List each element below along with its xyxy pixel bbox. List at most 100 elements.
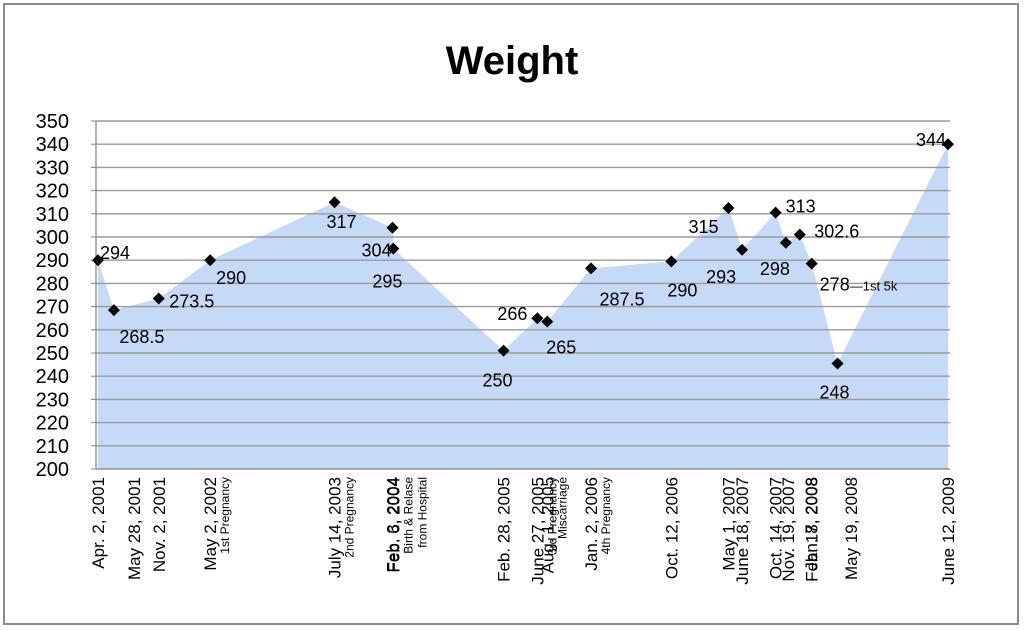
data-point — [204, 254, 217, 267]
x-tick-label: June 27, 2005 — [528, 477, 547, 585]
data-point — [831, 357, 844, 370]
data-markers — [92, 138, 954, 370]
data-label: 298 — [760, 259, 790, 279]
x-tick-label: Jan. 2, 2006 — [582, 477, 601, 571]
y-tick-label: 250 — [36, 343, 69, 365]
y-tick-label: 320 — [36, 181, 69, 203]
x-tick-group: Apr. 2, 2001 — [89, 477, 108, 569]
data-point — [736, 243, 749, 256]
data-label: 266 — [497, 304, 527, 324]
data-point — [541, 315, 554, 328]
data-point — [779, 236, 792, 249]
data-label: 313 — [786, 197, 816, 217]
x-tick-label: Feb. 18, 2008 — [803, 477, 822, 582]
x-tick-label: Feb. 6, 2004 — [384, 477, 403, 572]
data-label: 293 — [706, 267, 736, 287]
x-tick-label: Apr. 2, 2001 — [89, 477, 108, 569]
data-point — [793, 228, 806, 241]
data-label: 302.6 — [814, 222, 859, 242]
y-tick-label: 280 — [36, 273, 69, 295]
y-tick-labels: 2002102202302402502602702802903003103203… — [36, 111, 69, 481]
x-tick-labels: Apr. 2, 2001 May 28, 2001 Nov. 2, 2001 May … — [89, 477, 958, 585]
data-point — [328, 196, 341, 209]
data-point — [665, 255, 678, 268]
data-point — [497, 344, 510, 357]
y-tick-label: 210 — [36, 436, 69, 458]
data-label: 250 — [483, 371, 513, 391]
y-tick-label: 290 — [36, 250, 69, 272]
y-tick-label: 330 — [36, 157, 69, 179]
y-tick-label: 200 — [36, 459, 69, 481]
data-label: 295 — [372, 272, 402, 292]
x-tick-note: 1st Pregnancy — [218, 477, 232, 554]
data-point — [387, 242, 400, 255]
x-tick-label: Aug. 1, 2005 — [538, 477, 557, 573]
x-tick-label: May 28, 2001 — [125, 477, 144, 580]
y-tick-label: 350 — [36, 111, 69, 133]
y-tick-label: 240 — [36, 366, 69, 388]
x-tick-note: 2nd Pregnancy — [343, 477, 357, 558]
x-tick-label: June 12, 2009 — [939, 477, 958, 585]
data-label: 290 — [667, 280, 697, 300]
y-tick-label: 260 — [36, 320, 69, 342]
x-tick-label: Oct. 14, 2007 — [767, 477, 786, 579]
x-tick-note: from Hospital — [415, 477, 429, 548]
y-tick-label: 230 — [36, 389, 69, 411]
x-tick-group: Oct. 12, 2006 — [662, 477, 681, 579]
x-tick-note: Miscarriage — [555, 477, 569, 539]
data-label: 294 — [100, 243, 130, 263]
x-tick-label: May 19, 2008 — [842, 477, 861, 580]
x-tick-label: May 2, 2002 — [201, 477, 220, 571]
data-point — [942, 138, 954, 151]
y-tick-label: 220 — [36, 413, 69, 435]
x-tick-note: Birth & Relase — [401, 477, 415, 554]
x-tick-label: Nov. 2, 2001 — [150, 477, 169, 572]
data-point — [107, 304, 120, 317]
x-tick-label: Feb. 28, 2005 — [495, 477, 514, 582]
x-tick-group: May 19, 2008 — [842, 477, 861, 580]
data-point — [531, 312, 544, 325]
data-label: 315 — [688, 217, 718, 237]
y-tick-label: 270 — [36, 297, 69, 319]
x-tick-group: Feb. 28, 2005 — [495, 477, 514, 582]
x-tick-label: June 18, 2007 — [733, 477, 752, 585]
x-tick-label: Nov. 19, 2007 — [779, 477, 798, 582]
data-point — [152, 292, 165, 305]
data-label: 248 — [820, 382, 850, 402]
chart-title: Weight — [446, 39, 579, 83]
weight-area — [98, 144, 948, 469]
x-tick-note: 3rd Pregnancy — [545, 477, 559, 555]
data-point — [805, 257, 818, 270]
x-tick-label: Feb. 3, 2004 — [384, 477, 403, 572]
x-tick-group: June 12, 2009 — [939, 477, 958, 585]
data-label: 265 — [546, 338, 576, 358]
plot-area-layer — [98, 144, 948, 469]
x-tick-group: Feb. 18, 2008 — [803, 477, 822, 582]
x-tick-group: May 1, 2007 — [719, 477, 738, 571]
data-label-note: —1st 5k — [850, 279, 898, 294]
x-tick-group: Oct. 14, 2007 — [767, 477, 786, 579]
x-tick-group: Jan. 7, 2008 — [802, 477, 821, 571]
y-tick-label: 300 — [36, 227, 69, 249]
gridlines — [96, 120, 950, 447]
y-tick-label: 310 — [36, 204, 69, 226]
data-label: 278—1st 5k — [820, 275, 898, 295]
x-tick-group: Nov. 19, 2007 — [779, 477, 798, 582]
data-label: 344 — [916, 130, 946, 150]
x-tick-label: Jan. 7, 2008 — [802, 477, 821, 571]
y-tick-label: 340 — [36, 134, 69, 156]
data-point — [585, 262, 598, 275]
data-point — [769, 206, 782, 219]
data-label: 273.5 — [169, 291, 214, 311]
x-tick-group: Nov. 2, 2001 — [150, 477, 169, 572]
data-label: 317 — [327, 212, 357, 232]
data-point — [386, 221, 399, 234]
x-tick-label: Oct. 12, 2006 — [662, 477, 681, 579]
axes — [91, 120, 950, 470]
